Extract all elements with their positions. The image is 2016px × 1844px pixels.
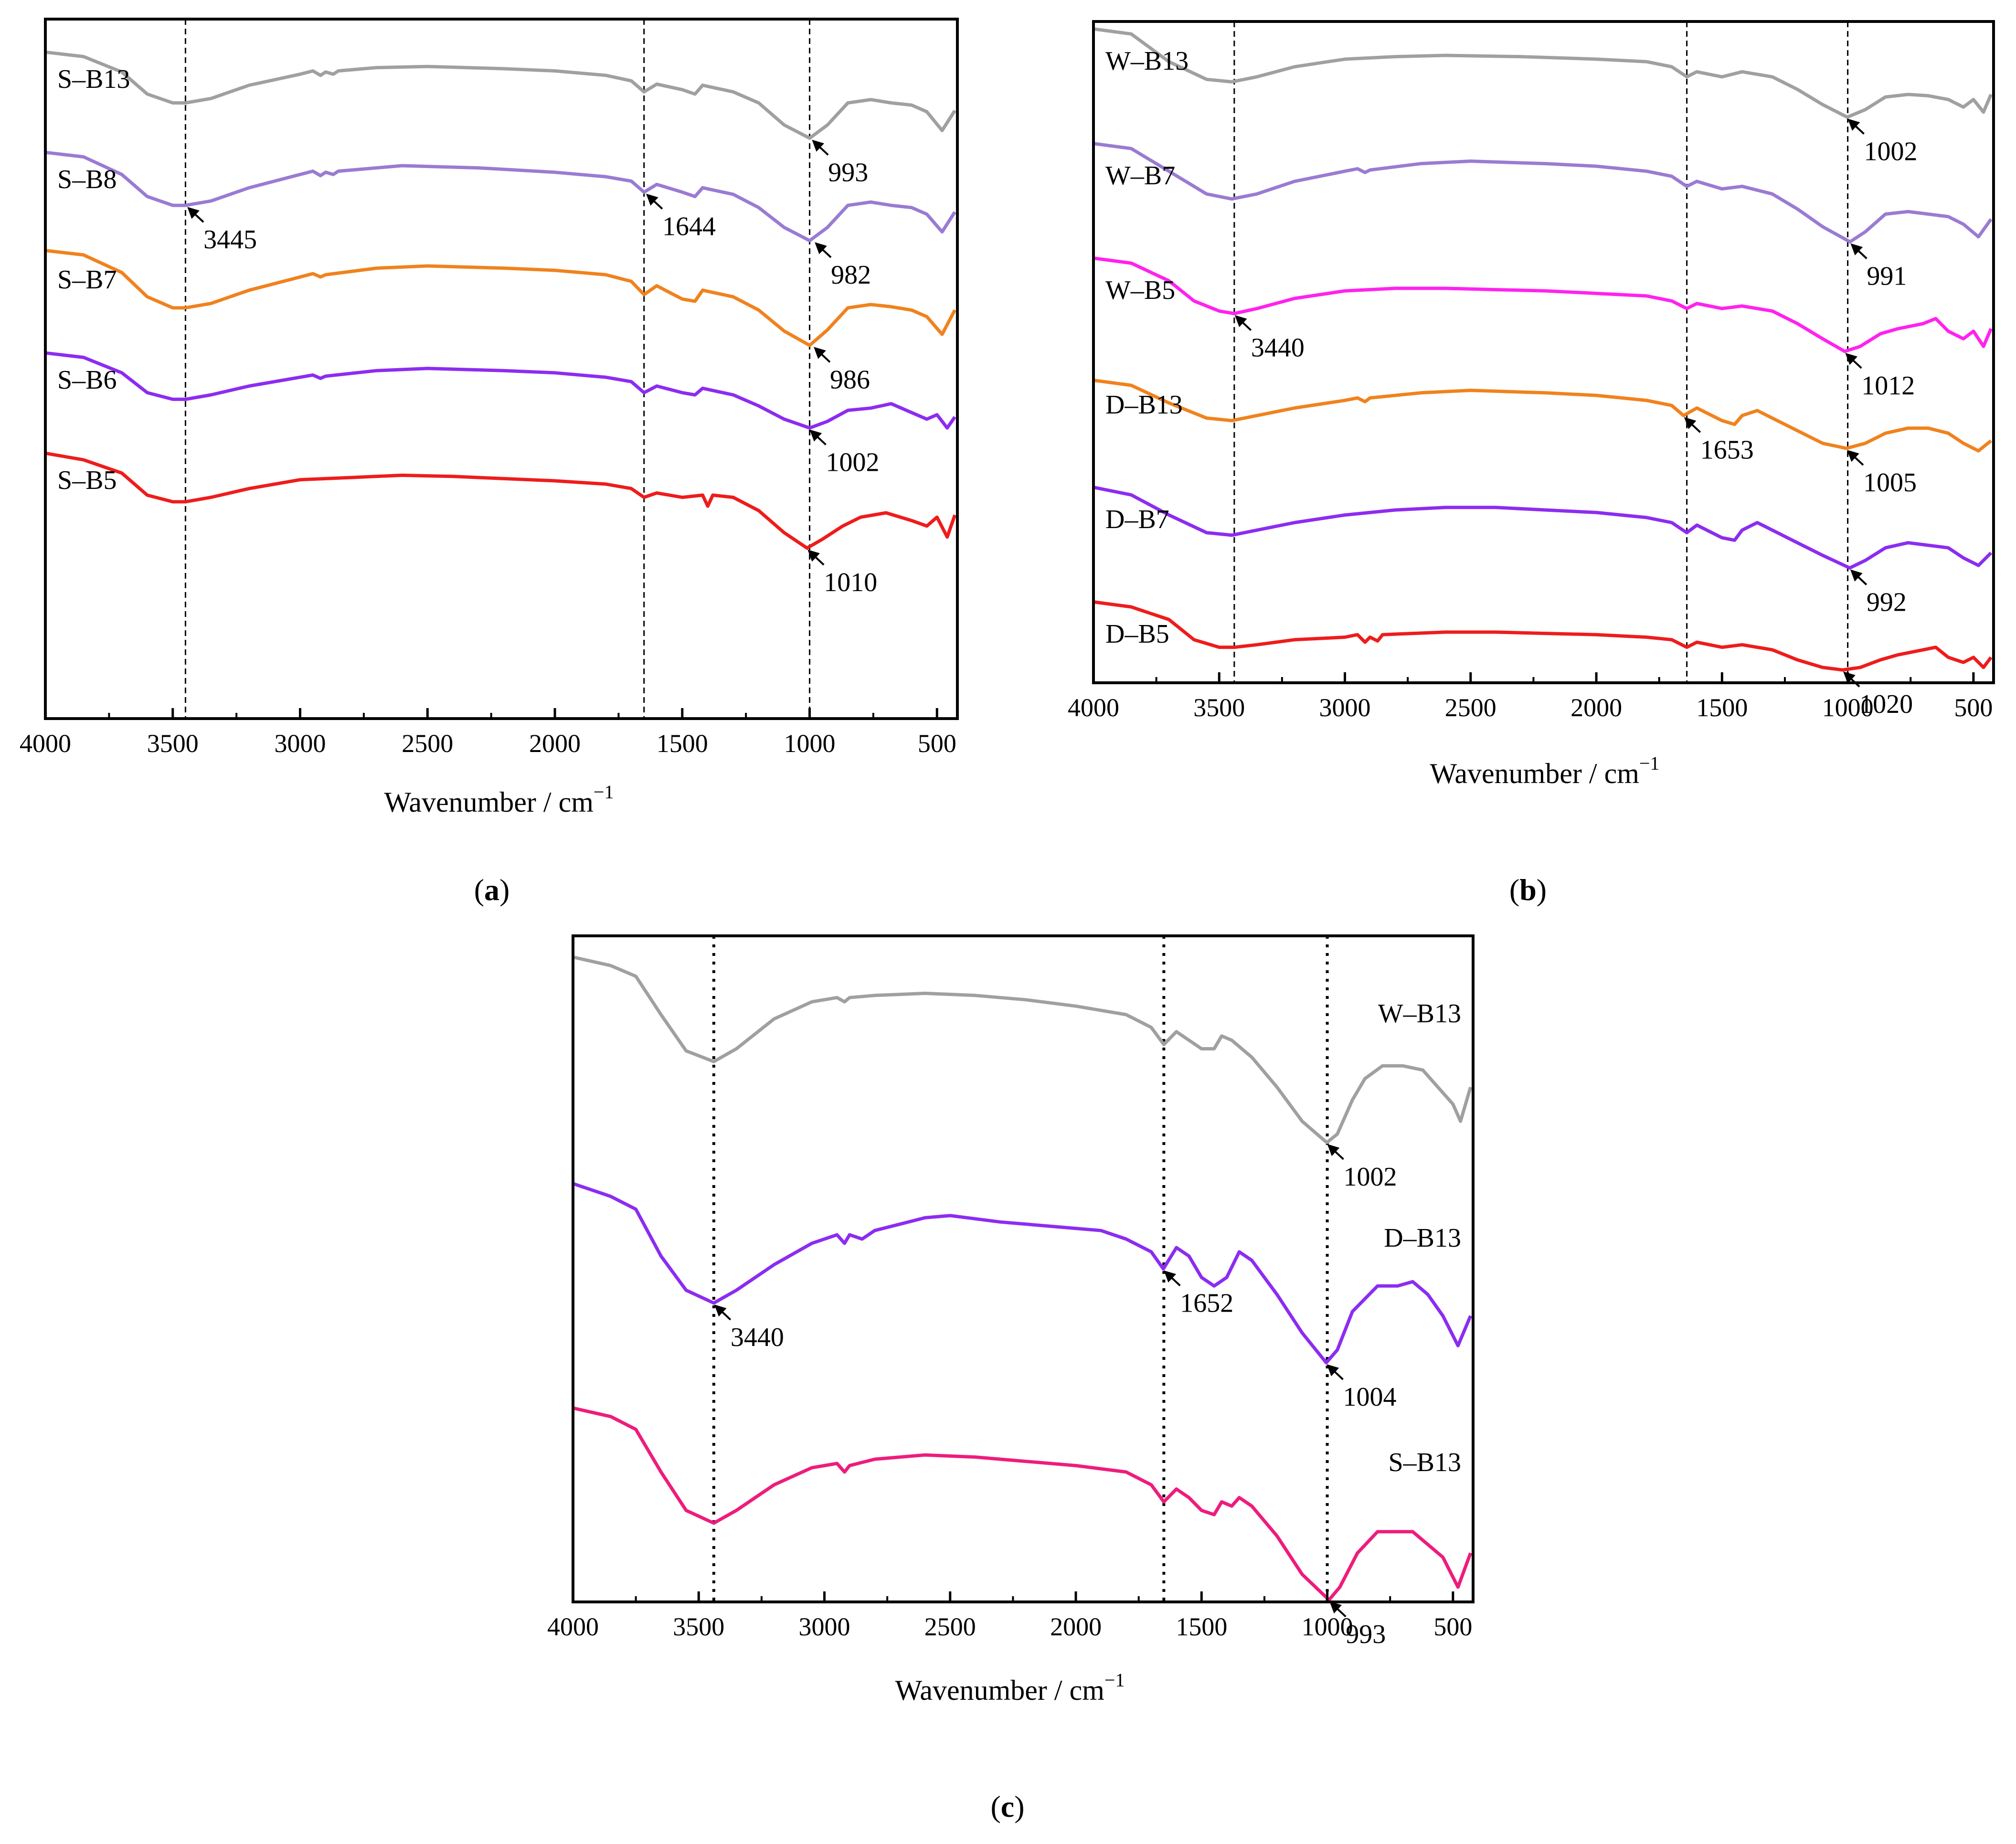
panel-c-series-labels: W–B13 D–B13 S–B13 [1378,999,1461,1477]
peak-label: 1002 [1864,137,1918,166]
panel-a-x-axis-unit-exponent: −1 [594,781,614,803]
panel-c-caption: (c) [990,1790,1024,1823]
series-label: S–B13 [1389,1448,1462,1477]
x-tick-label: 500 [918,729,956,758]
panel-c: W–B13 D–B13 S–B13 1002 3440 1652 1004 993 4000… [547,934,1475,1823]
x-tick-label: 2500 [402,729,453,758]
panel-b-x-axis: 4000 3500 3000 2500 2000 1500 1000 500 [1068,672,1993,722]
panel-a: S–B13 S–B8 S–B7 S–B6 S–B5 993 3445 1644 982 986 1… [20,18,959,907]
x-tick-label: 3500 [673,1612,724,1641]
panel-c-caption-letter: c [1001,1790,1014,1823]
x-tick-label: 1500 [1696,693,1748,722]
series-label: D–B5 [1105,619,1169,649]
panel-a-caption: (a) [474,873,510,907]
panel-b-x-axis-unit-exponent: −1 [1639,752,1660,774]
x-tick-label: 500 [1433,1612,1472,1641]
peak-label: 1002 [826,447,879,477]
panel-b-caption-letter: b [1519,873,1537,907]
series-label: D–B13 [1384,1223,1461,1253]
peak-label: 3440 [731,1323,784,1352]
x-tick-label: 1500 [657,729,708,758]
x-tick-label: 4000 [20,729,71,758]
series-label: W–B7 [1105,161,1175,191]
panel-b-x-axis-title: Wavenumber / cm−1 [1430,752,1660,789]
peak-label: 986 [830,365,870,394]
peak-label: 1644 [662,212,716,241]
panel-b-caption: (b) [1509,873,1547,907]
panel-a-peak-labels: 993 3445 1644 982 986 1002 1010 [187,139,879,597]
panel-b-x-axis-label: Wavenumber / cm [1430,758,1639,789]
series-label: S–B7 [57,265,117,295]
x-tick-label: 500 [1954,693,1993,722]
panel-c-x-axis-label: Wavenumber / cm [895,1674,1104,1706]
peak-label: 1010 [824,568,877,597]
series-label: S–B13 [57,64,130,94]
peak-label: 993 [828,158,868,187]
panel-a-x-axis-title: Wavenumber / cm−1 [384,781,614,818]
panel-b-peak-labels: 1002 991 3440 1012 1653 1005 992 1020 [1234,118,1918,719]
x-tick-label: 2000 [529,729,581,758]
x-tick-label: 4000 [547,1612,599,1641]
panel-a-series-labels: S–B13 S–B8 S–B7 S–B6 S–B5 [57,64,130,495]
x-tick-label: 2000 [1570,693,1622,722]
panel-b-plot-frame [1092,20,1995,684]
x-tick-label: 2000 [1050,1612,1102,1641]
peak-label: 993 [1346,1620,1386,1649]
panel-c-x-axis-title: Wavenumber / cm−1 [895,1669,1125,1706]
series-label: W–B13 [1378,999,1461,1028]
panel-c-plot-frame [572,934,1475,1603]
peak-label: 3445 [203,225,257,254]
peak-label: 1012 [1861,371,1915,401]
x-tick-label: 1500 [1176,1612,1227,1641]
panel-a-plot-frame [44,18,959,720]
peak-label: 1020 [1859,689,1913,719]
x-tick-label: 3000 [799,1612,850,1641]
panel-b-series [1093,27,1993,672]
panel-c-peak-labels: 1002 3440 1652 1004 993 [714,1144,1397,1649]
series-label: S–B5 [57,466,117,495]
series-label: S–B8 [57,165,117,194]
peak-label: 991 [1867,261,1907,291]
peak-label: 1653 [1700,435,1754,465]
peak-label: 992 [1867,588,1907,617]
panel-a-ref-lines [184,19,811,719]
x-tick-label: 2500 [924,1612,976,1641]
series-label: D–B7 [1105,505,1169,534]
peak-label: 1005 [1863,468,1917,498]
peak-label: 982 [831,260,871,290]
panel-a-caption-letter: a [484,873,499,907]
series-label: W–B13 [1105,46,1188,76]
x-tick-label: 1000 [1302,1612,1353,1641]
panel-a-x-axis-label: Wavenumber / cm [384,786,594,818]
peak-label: 1652 [1180,1289,1233,1318]
x-tick-label: 3000 [275,729,326,758]
x-tick-label: 3000 [1319,693,1371,722]
panel-c-series [572,955,1473,1602]
panel-c-x-axis-unit-exponent: −1 [1104,1669,1125,1691]
peak-label: 1004 [1343,1382,1397,1412]
x-tick-label: 3500 [1193,693,1245,722]
panel-b-ref-lines [1233,21,1849,683]
panel-a-x-axis: 4000 3500 3000 2500 2000 1500 1000 500 [20,708,956,758]
x-tick-label: 2500 [1445,693,1496,722]
panel-c-x-axis: 4000 3500 3000 2500 2000 1500 1000 500 [547,1591,1472,1641]
panel-b-series-labels: W–B13 W–B7 W–B5 D–B13 D–B7 D–B5 [1105,46,1188,649]
peak-label: 3440 [1251,333,1305,363]
x-tick-label: 1000 [1822,693,1874,722]
panel-a-series [45,50,957,550]
series-label: W–B5 [1105,276,1175,305]
peak-label: 1002 [1344,1162,1397,1192]
series-label: D–B13 [1105,390,1183,420]
x-tick-label: 3500 [147,729,199,758]
x-tick-label: 1000 [784,729,836,758]
series-label: S–B6 [57,365,117,395]
x-tick-label: 4000 [1068,693,1119,722]
